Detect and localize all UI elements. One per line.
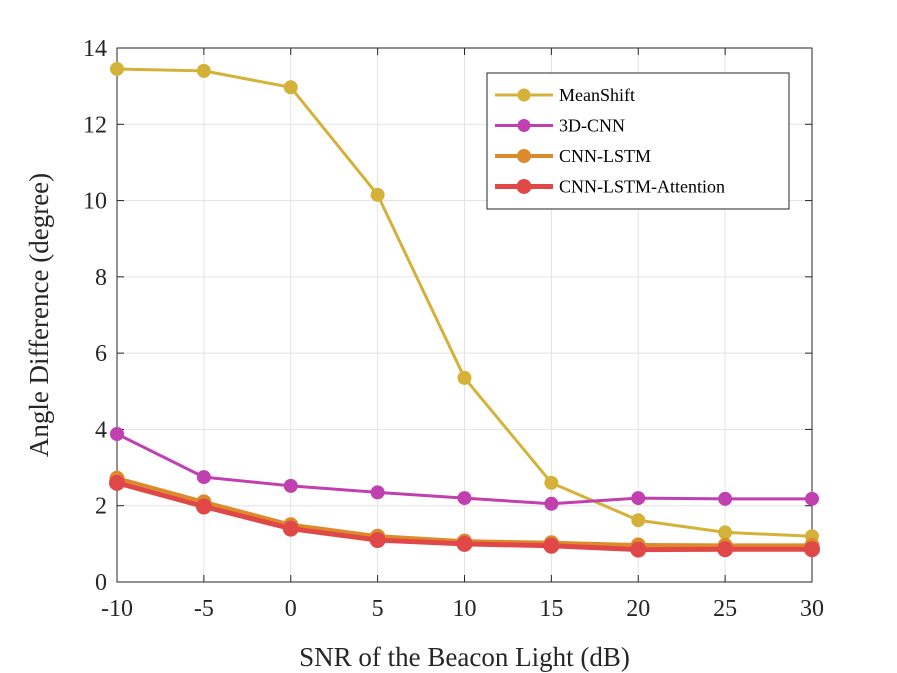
legend: MeanShift 3D-CNN CNN-LSTM CNN-LSTM-Attentio… xyxy=(486,72,790,210)
data-point xyxy=(804,541,820,558)
y-tick-label: 4 xyxy=(95,417,107,443)
legend-item: MeanShift xyxy=(495,85,635,105)
data-point xyxy=(630,541,647,558)
x-tick-label: 15 xyxy=(539,596,563,622)
axis-ticks: -10 -5 0 5 10 15 20 25 30 0 2 4 6 8 10 12 14 xyxy=(83,36,824,622)
legend-marker xyxy=(516,179,532,194)
x-tick-label: 0 xyxy=(285,596,297,622)
y-tick-label: 0 xyxy=(95,570,107,596)
x-tick-label: 5 xyxy=(372,596,384,622)
data-point xyxy=(370,485,385,500)
data-point xyxy=(457,491,472,506)
legend-item: CNN-LSTM-Attention xyxy=(495,177,725,197)
legend-label: CNN-LSTM xyxy=(559,146,651,166)
data-point xyxy=(718,525,733,540)
data-point xyxy=(631,491,646,506)
x-axis-title: SNR of the Beacon Light (dB) xyxy=(299,642,630,672)
y-tick-label: 14 xyxy=(83,36,107,62)
data-point xyxy=(456,535,473,552)
data-point xyxy=(717,541,734,558)
legend-label: MeanShift xyxy=(559,85,635,105)
data-point xyxy=(109,474,125,491)
y-tick-label: 12 xyxy=(83,112,107,138)
series-meanshift xyxy=(110,61,819,544)
data-point xyxy=(283,478,298,493)
data-point xyxy=(543,537,560,554)
data-point xyxy=(282,520,299,537)
data-point xyxy=(369,532,386,549)
data-point xyxy=(195,498,212,515)
data-series xyxy=(109,61,820,558)
x-tick-label: 30 xyxy=(800,596,824,622)
data-point xyxy=(544,475,559,490)
data-point xyxy=(110,61,124,76)
legend-item: 3D-CNN xyxy=(495,116,625,136)
x-tick-label: 20 xyxy=(626,596,650,622)
y-tick-label: 2 xyxy=(95,494,107,520)
legend-label: 3D-CNN xyxy=(559,116,625,136)
data-point xyxy=(544,496,559,511)
series-cnn-lstm-attention xyxy=(109,474,820,558)
series-3d-cnn xyxy=(110,427,819,511)
y-tick-label: 10 xyxy=(83,189,107,215)
data-point xyxy=(110,427,124,442)
data-point xyxy=(805,491,819,506)
legend-item: CNN-LSTM xyxy=(495,146,651,166)
x-tick-label: -10 xyxy=(101,596,133,622)
y-tick-label: 6 xyxy=(95,341,107,367)
legend-marker xyxy=(517,88,531,102)
x-tick-label: 25 xyxy=(713,596,737,622)
legend-label: CNN-LSTM-Attention xyxy=(559,177,725,197)
data-point xyxy=(283,80,298,95)
data-point xyxy=(370,187,385,202)
data-point xyxy=(631,513,646,528)
data-point xyxy=(457,370,472,385)
data-point xyxy=(196,63,211,78)
legend-marker xyxy=(517,149,531,163)
data-point xyxy=(718,491,733,506)
data-point xyxy=(196,470,211,485)
x-tick-label: 10 xyxy=(453,596,477,622)
y-tick-label: 8 xyxy=(95,265,107,291)
y-axis-title: Angle Difference (degree) xyxy=(24,173,54,457)
x-tick-label: -5 xyxy=(194,596,214,622)
legend-marker xyxy=(517,119,531,132)
